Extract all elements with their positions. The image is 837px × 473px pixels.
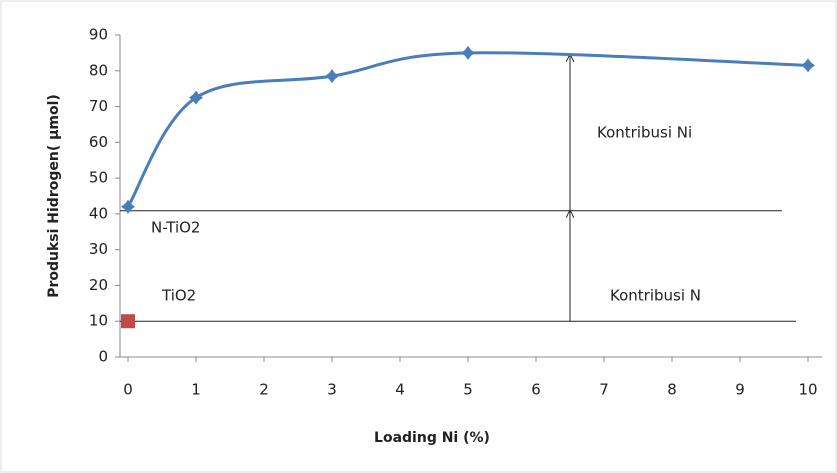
x-tick-label: 5 bbox=[463, 381, 473, 399]
x-tick-label: 0 bbox=[123, 381, 133, 399]
marker bbox=[801, 58, 815, 72]
x-tick-label: 1 bbox=[191, 381, 201, 399]
series-label: TiO2 bbox=[161, 287, 196, 305]
annotation: Kontribusi N bbox=[610, 287, 701, 305]
y-tick-label: 0 bbox=[98, 348, 108, 366]
marker bbox=[121, 200, 135, 214]
y-tick-label: 30 bbox=[89, 240, 108, 258]
x-tick-label: 6 bbox=[531, 381, 541, 399]
series-label: N-TiO2 bbox=[151, 219, 200, 237]
x-tick-label: 4 bbox=[395, 381, 405, 399]
x-tick-label: 8 bbox=[667, 381, 677, 399]
y-tick-label: 50 bbox=[89, 169, 108, 187]
chart: Loading Ni (%) Produksi Hidrogen( µmol) … bbox=[0, 0, 837, 473]
y-tick-label: 90 bbox=[89, 26, 108, 44]
x-tick-label: 9 bbox=[735, 381, 745, 399]
marker bbox=[461, 46, 475, 60]
x-tick-label: 10 bbox=[798, 381, 817, 399]
y-tick-label: 40 bbox=[89, 204, 108, 222]
x-tick-label: 7 bbox=[599, 381, 609, 399]
y-tick-label: 60 bbox=[89, 133, 108, 151]
y-tick-label: 10 bbox=[89, 312, 108, 330]
annotation: Kontribusi Ni bbox=[597, 124, 692, 142]
y-axis-label: Produksi Hidrogen( µmol) bbox=[46, 94, 62, 298]
x-tick-label: 3 bbox=[327, 381, 337, 399]
marker bbox=[325, 69, 339, 83]
y-tick-label: 70 bbox=[89, 97, 108, 115]
y-tick-label: 20 bbox=[89, 276, 108, 294]
frame bbox=[1, 1, 836, 472]
y-tick-label: 80 bbox=[89, 61, 108, 79]
x-axis-label: Loading Ni (%) bbox=[374, 430, 490, 446]
x-tick-label: 2 bbox=[259, 381, 269, 399]
series-line bbox=[128, 53, 808, 207]
marker bbox=[121, 314, 135, 328]
